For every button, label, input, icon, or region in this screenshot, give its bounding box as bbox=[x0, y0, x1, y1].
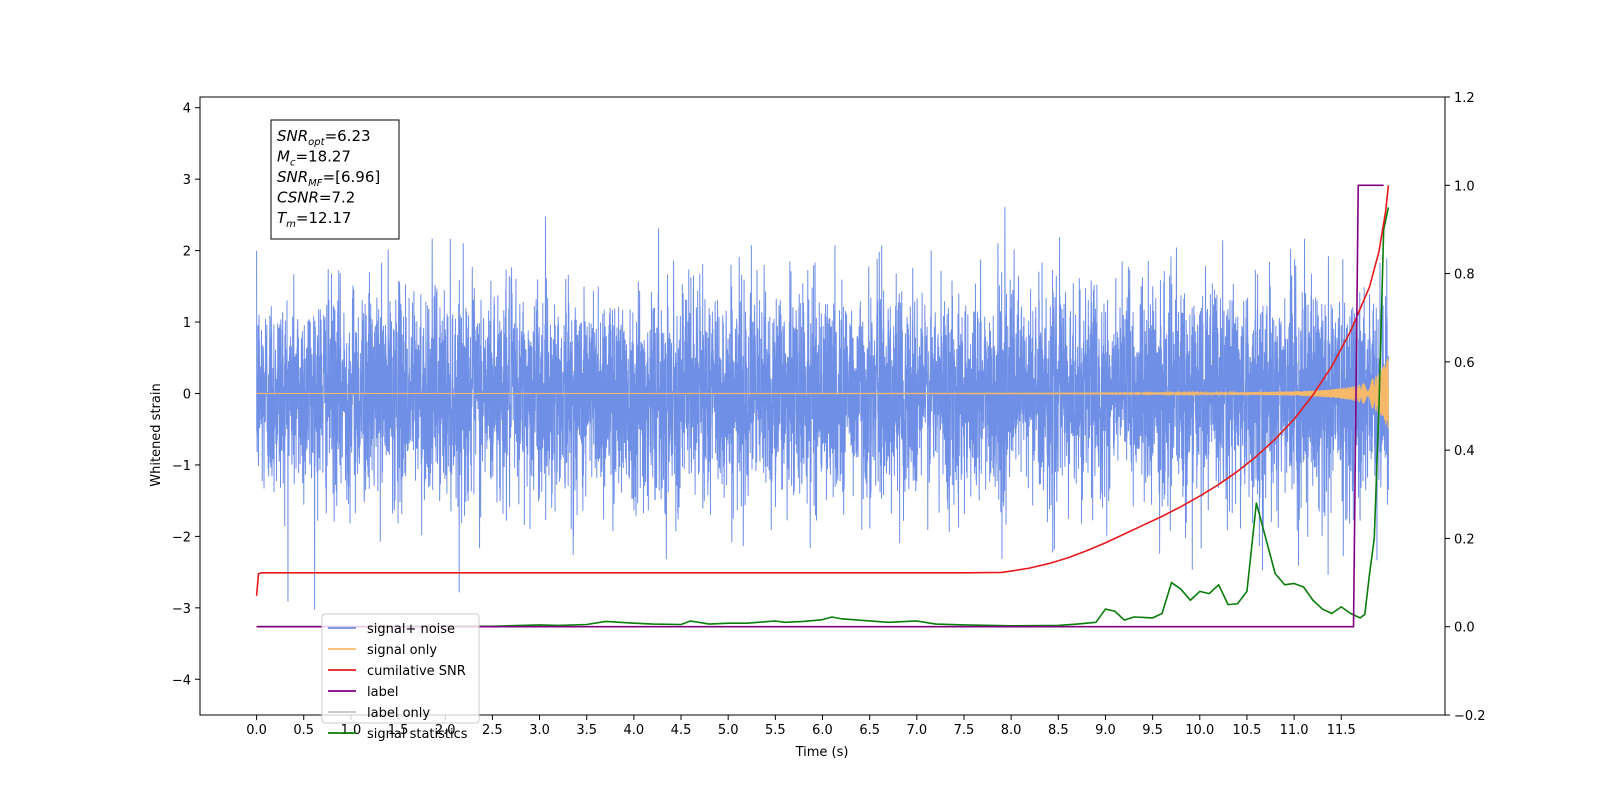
y-axis-label: Whitened strain bbox=[149, 383, 164, 486]
x-tick-label: 5.5 bbox=[765, 723, 786, 738]
signal-only-line bbox=[256, 358, 1389, 429]
legend-label: signal statistics bbox=[367, 727, 468, 742]
x-tick-label: 8.5 bbox=[1048, 723, 1069, 738]
y-axis-right: 1.2 1.0 0.8 0.6 0.4 0.2 0.0 −0.2 bbox=[1445, 91, 1486, 724]
x-tick-label: 7.0 bbox=[906, 723, 927, 738]
annotation-line: Mc=18.27 bbox=[277, 148, 351, 169]
legend-label: cumilative SNR bbox=[367, 664, 466, 679]
y2-tick-label: 1.0 bbox=[1454, 179, 1475, 194]
x-tick-label: 6.0 bbox=[812, 723, 833, 738]
legend-label: label bbox=[367, 685, 398, 700]
annotation-line: Tm=12.17 bbox=[277, 209, 351, 230]
x-tick-label: 4.0 bbox=[624, 723, 645, 738]
legend-label: signal only bbox=[367, 643, 437, 658]
y-tick-label: 1 bbox=[183, 316, 191, 331]
x-tick-label: 0.0 bbox=[246, 723, 267, 738]
y-tick-label: −2 bbox=[172, 530, 191, 545]
y-axis-left: 4 3 2 1 0 −1 −2 −3 −4 bbox=[172, 102, 200, 688]
legend-label: signal+ noise bbox=[367, 622, 455, 637]
y2-tick-label: 0.4 bbox=[1454, 444, 1475, 459]
annotation-line: SNRopt=6.23 bbox=[277, 127, 371, 148]
signal-noise-line bbox=[256, 206, 1389, 610]
x-tick-label: 1.5 bbox=[388, 723, 409, 738]
x-tick-label: 9.0 bbox=[1095, 723, 1116, 738]
y2-tick-label: 0.8 bbox=[1454, 268, 1475, 283]
y-tick-label: 2 bbox=[183, 245, 191, 260]
x-tick-label: 0.5 bbox=[293, 723, 314, 738]
x-tick-label: 2.5 bbox=[482, 723, 503, 738]
x-tick-label: 11.5 bbox=[1327, 723, 1356, 738]
x-tick-label: 10.0 bbox=[1185, 723, 1214, 738]
y-tick-label: 3 bbox=[183, 173, 191, 188]
y2-tick-label: 0.0 bbox=[1454, 621, 1475, 636]
signal-only-series bbox=[256, 358, 1389, 429]
legend-label: label only bbox=[367, 706, 430, 721]
x-tick-label: 3.0 bbox=[529, 723, 550, 738]
signal-noise-series bbox=[256, 206, 1389, 610]
x-axis: 0.0 0.5 1.0 1.5 2.0 2.5 3.0 3.5 4.0 4.5 5.0 5.5 6.0 6… bbox=[246, 715, 1356, 738]
x-tick-label: 3.5 bbox=[576, 723, 597, 738]
signal-statistics-line bbox=[256, 207, 1390, 628]
x-tick-label: 6.5 bbox=[859, 723, 880, 738]
x-tick-label: 5.0 bbox=[718, 723, 739, 738]
annotation-line: SNRMF=[6.96] bbox=[277, 168, 380, 189]
x-tick-label: 2.0 bbox=[435, 723, 456, 738]
x-tick-label: 9.5 bbox=[1142, 723, 1163, 738]
y2-tick-label: −0.2 bbox=[1454, 709, 1486, 724]
cumilative-snr-line bbox=[255, 185, 1390, 596]
y-tick-label: 4 bbox=[183, 102, 191, 117]
y-tick-label: −3 bbox=[172, 602, 191, 617]
y-tick-label: 0 bbox=[183, 387, 191, 402]
y2-tick-label: 0.6 bbox=[1454, 356, 1475, 371]
x-tick-label: 4.5 bbox=[671, 723, 692, 738]
label-line bbox=[256, 184, 1384, 628]
x-axis-label: Time (s) bbox=[795, 745, 849, 760]
x-tick-label: 10.5 bbox=[1232, 723, 1261, 738]
right-axis-series bbox=[255, 184, 1390, 628]
x-tick-label: 8.0 bbox=[1001, 723, 1022, 738]
annotation-line: CSNR=7.2 bbox=[277, 189, 355, 207]
x-tick-label: 7.5 bbox=[954, 723, 975, 738]
legend: signal+ noise signal only cumilative SNR la… bbox=[321, 613, 480, 742]
x-tick-label: 1.0 bbox=[341, 723, 362, 738]
y2-tick-label: 0.2 bbox=[1454, 532, 1475, 547]
x-tick-label: 11.0 bbox=[1280, 723, 1309, 738]
y-tick-label: −4 bbox=[172, 673, 191, 688]
y2-tick-label: 1.2 bbox=[1454, 91, 1475, 106]
y-tick-label: −1 bbox=[172, 459, 191, 474]
